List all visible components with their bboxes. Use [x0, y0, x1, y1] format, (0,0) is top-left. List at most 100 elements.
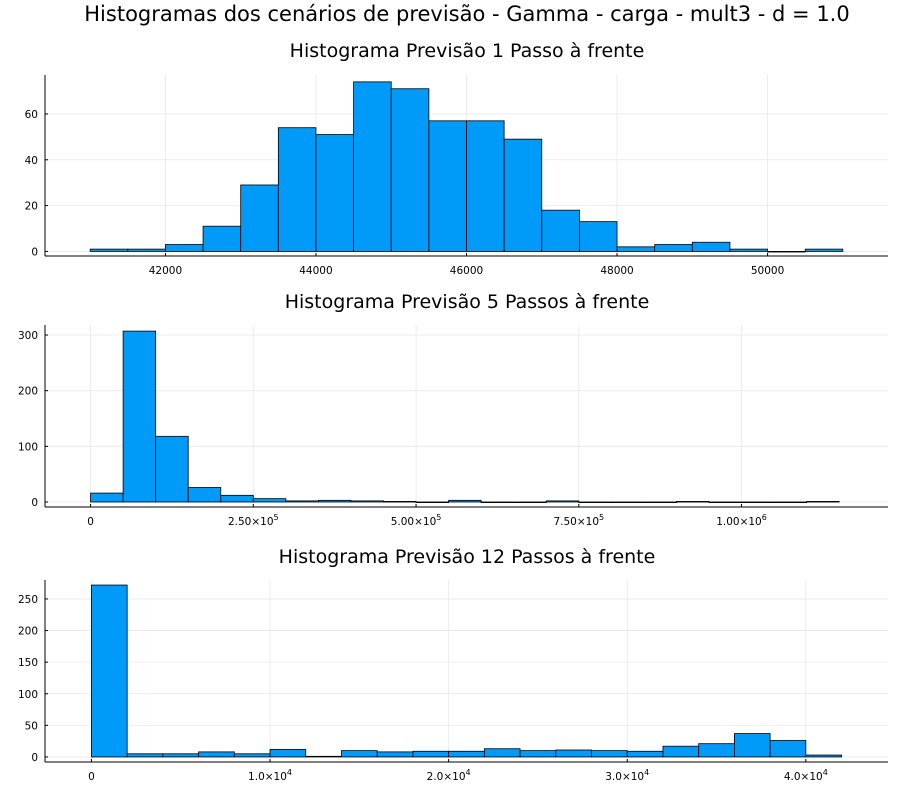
- histogram-bar: [252, 498, 287, 503]
- histogram-bar: [734, 733, 771, 758]
- panel-title: Histograma Previsão 5 Passos à frente: [285, 291, 650, 313]
- panel-forecast-5-steps: Histograma Previsão 5 Passos à frente 0 1…: [18, 291, 888, 528]
- y-tick-label: 20: [25, 201, 38, 213]
- histogram-bar: [578, 501, 612, 503]
- histogram-bars: [90, 330, 840, 503]
- tick-labels: 0 20 40 60 42000 44000 46000 48000 50000: [25, 109, 785, 277]
- y-tick-label: 200: [18, 626, 38, 638]
- histogram-bar: [187, 487, 222, 503]
- panel-forecast-1-step: Histograma Previsão 1 Passo à frente 0 20…: [25, 40, 888, 277]
- histogram-bar: [466, 120, 505, 252]
- histogram-bar: [676, 501, 710, 503]
- histogram-bar: [277, 127, 317, 252]
- histogram-bars: [89, 81, 844, 253]
- histogram-bar: [480, 501, 515, 503]
- histogram-bar: [412, 750, 450, 758]
- histogram-bar: [773, 501, 808, 503]
- x-tick-label: 42000: [149, 265, 182, 277]
- histogram-bar: [610, 501, 645, 503]
- x-tick-label: 46000: [450, 265, 483, 277]
- histogram-bar: [691, 241, 731, 252]
- histogram-bar: [155, 435, 189, 503]
- histogram-bar: [545, 500, 580, 503]
- histogram-bar: [240, 184, 279, 252]
- axes: [44, 580, 888, 763]
- y-tick-label: 0: [31, 246, 38, 258]
- histogram-bar: [654, 244, 693, 252]
- histogram-bar: [541, 209, 580, 252]
- x-tick-label: 2.50×105: [228, 513, 279, 528]
- histogram-bars: [91, 584, 842, 758]
- histogram-bar: [448, 499, 482, 503]
- histogram-bar: [126, 753, 164, 758]
- histogram-bar: [91, 584, 128, 758]
- x-tick-label: 2.0×104: [427, 768, 471, 783]
- x-tick-label: 0: [88, 771, 95, 783]
- axes: [44, 325, 888, 508]
- histogram-bar: [767, 251, 806, 253]
- y-tick-label: 40: [25, 155, 38, 167]
- y-tick-label: 0: [31, 497, 38, 509]
- histogram-bar: [769, 740, 807, 758]
- histogram-bar: [202, 225, 242, 252]
- y-tick-label: 100: [18, 441, 38, 453]
- x-tick-label: 1.0×104: [248, 768, 292, 783]
- histogram-bar: [350, 500, 384, 503]
- histogram-bar: [233, 753, 271, 758]
- histogram-bar: [341, 750, 378, 758]
- y-tick-label: 250: [18, 594, 38, 606]
- histogram-bar: [315, 134, 354, 252]
- histogram-bar: [513, 501, 547, 503]
- figure-title: Histogramas dos cenários de previsão - G…: [84, 2, 849, 26]
- x-tick-label: 0: [87, 516, 94, 528]
- y-tick-label: 200: [18, 386, 38, 398]
- histogram-bar: [483, 748, 521, 758]
- histogram-bar: [122, 330, 157, 503]
- histogram-bar: [353, 81, 392, 252]
- histogram-bar: [503, 138, 543, 252]
- histogram-bar: [616, 246, 656, 252]
- histogram-bar: [626, 750, 664, 758]
- histogram-bar: [285, 500, 319, 503]
- x-tick-label: 50000: [751, 265, 784, 277]
- histogram-bar: [428, 120, 467, 252]
- histogram-bar: [90, 492, 124, 503]
- x-tick-label: 4.0×104: [784, 768, 828, 783]
- histogram-bar: [448, 750, 485, 758]
- x-tick-label: 7.50×105: [553, 513, 604, 528]
- axes: [44, 75, 888, 257]
- histogram-bar: [708, 501, 742, 503]
- panel-title: Histograma Previsão 12 Passos à frente: [279, 546, 656, 568]
- histogram-bar: [162, 753, 199, 758]
- y-tick-label: 60: [25, 109, 38, 121]
- histogram-bar: [741, 501, 775, 503]
- y-tick-label: 50: [25, 720, 38, 732]
- panel-forecast-12-steps: Histograma Previsão 12 Passos à frente 0…: [18, 546, 888, 783]
- histogram-bar: [269, 748, 307, 758]
- histogram-bar: [662, 745, 700, 758]
- histogram-bar: [198, 751, 235, 758]
- x-tick-label: 44000: [299, 265, 332, 277]
- histogram-bar: [579, 221, 618, 252]
- y-tick-label: 300: [18, 330, 38, 342]
- x-tick-label: 3.0×104: [605, 768, 649, 783]
- histogram-bar: [318, 499, 352, 503]
- histogram-bar: [127, 248, 166, 252]
- histogram-bar: [383, 501, 417, 503]
- histogram-bar: [698, 743, 735, 758]
- histogram-bar: [806, 501, 840, 503]
- x-tick-label: 48000: [600, 265, 633, 277]
- x-tick-label: 5.00×105: [391, 513, 442, 528]
- histogram-bar: [643, 501, 677, 503]
- histogram-bar: [415, 501, 449, 503]
- tick-labels: 0 50 100 150 200 250 0 1.0×104 2.0×104 3.0×104 4.0…: [18, 594, 828, 783]
- panel-title: Histograma Previsão 1 Passo à frente: [290, 40, 645, 62]
- histogram-bar: [591, 750, 628, 758]
- gridlines: [45, 580, 888, 762]
- histogram-bar: [519, 750, 557, 758]
- histogram-bar: [89, 248, 129, 252]
- y-tick-label: 0: [31, 752, 38, 764]
- histogram-bar: [220, 494, 254, 503]
- histogram-bar: [376, 751, 414, 758]
